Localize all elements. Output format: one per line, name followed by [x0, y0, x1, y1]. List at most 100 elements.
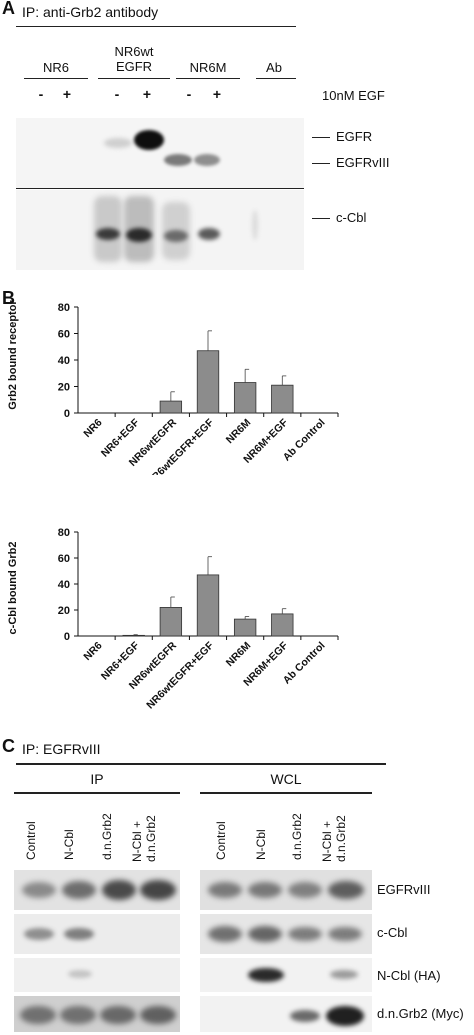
chart1-ylabel: Grb2 bound receptor: [7, 300, 19, 410]
band-wcl-egfrviii-4: [328, 881, 364, 899]
band-ip-ccbl-2: [64, 928, 94, 940]
chart2-bar-2: [159, 607, 183, 637]
row-label-ccbl: c-Cbl: [377, 925, 408, 940]
chart1-ytick-label-4: 80: [58, 302, 70, 314]
band-wcl-ncbl-4: [330, 970, 358, 979]
blot-a-upper: [16, 118, 304, 188]
band-wcl-ccbl-1: [208, 926, 242, 942]
band-egfr-nr6wt-plus: [134, 130, 164, 150]
band-wcl-egfrviii-2: [248, 882, 282, 898]
chart2-xlabel-0: NR6: [81, 640, 104, 663]
blot-wcl-egfrviii: [200, 870, 372, 910]
band-wcl-ccbl-2: [248, 926, 282, 942]
band-label-egfr: EGFR: [336, 129, 373, 144]
group-label-nr6: NR6: [42, 60, 69, 75]
chart2-ytick-label-1: 20: [58, 605, 70, 617]
lane-label-ip-dngrb2: d.n.Grb2: [100, 813, 114, 860]
egf-sign-1: -: [38, 86, 44, 102]
band-wcl-dngrb2-3: [290, 1010, 320, 1022]
group-label-ab: Ab: [266, 60, 282, 75]
band-wcl-ccbl-3: [288, 927, 322, 941]
band-egfr-nr6wt-minus: [104, 138, 132, 148]
chart2-xlabel-4: NR6M: [224, 639, 254, 669]
egf-sign-6: +: [212, 86, 222, 102]
group-rule-nr6: [24, 78, 88, 79]
row-label-dngrb2-myc: d.n.Grb2 (Myc): [377, 1006, 464, 1021]
egf-sign-3: -: [114, 86, 120, 102]
band-ip-dngrb2-2: [60, 1006, 96, 1024]
chart1-xlabel-0: NR6: [81, 417, 104, 440]
band-ip-dngrb2-3: [100, 1006, 136, 1024]
chart1-ytick-label-2: 40: [58, 355, 70, 367]
chart2-ytick-label-0: 0: [64, 631, 70, 643]
lane-label-ip-ncbl-dngrb2: N-Cbl + d.n.Grb2: [130, 815, 158, 862]
band-egfrviii-nr6m-minus: [164, 154, 192, 166]
leader-egfr: [312, 137, 330, 138]
chart2-ytick-label-4: 80: [58, 527, 70, 539]
band-ip-ccbl-1: [24, 928, 54, 940]
band-wcl-egfrviii-3: [288, 882, 322, 898]
chart2-ytick-label-2: 40: [58, 579, 70, 591]
band-wcl-ccbl-4: [328, 927, 362, 941]
band-egfrviii-nr6m-plus: [194, 154, 220, 166]
lane-label-wcl-dngrb2: d.n.Grb2: [290, 813, 304, 860]
band-ip-dngrb2-4: [140, 1006, 176, 1024]
panel-a-title-rule: [16, 26, 296, 27]
band-ccbl-lane-5: [164, 230, 188, 242]
band-wcl-dngrb2-4: [326, 1006, 364, 1026]
band-ip-dngrb2-1: [20, 1006, 56, 1024]
band-ip-ncbl-2: [68, 970, 92, 978]
band-ip-egfrviii-3: [102, 880, 136, 900]
lane-label-ip-control: Control: [24, 821, 38, 860]
chart2-bar-4: [233, 618, 257, 637]
blot-ip-ccbl: [14, 914, 180, 954]
chart2-ylabel: c-Cbl bound Grb2: [7, 542, 19, 635]
group-rule-nr6wt: [98, 78, 170, 79]
chart2-bar-5: [271, 613, 294, 637]
row-label-ncbl-ha: N-Cbl (HA): [377, 968, 441, 983]
blot-wcl-ccbl: [200, 914, 372, 954]
chart1-ytick-label-3: 60: [58, 329, 70, 341]
blot-ip-dngrb2: [14, 996, 180, 1032]
chart2-ytick-label-3: 60: [58, 553, 70, 565]
egf-sign-5: -: [186, 86, 192, 102]
chart1-bar-5: [271, 384, 294, 414]
chart1-bar-4: [233, 382, 257, 414]
lane-label-wcl-control: Control: [214, 821, 228, 860]
chart1-bar-3: [196, 350, 220, 414]
band-wcl-egfrviii-1: [208, 882, 242, 898]
lane-label-wcl-ncbl: N-Cbl: [254, 829, 268, 860]
group-label-ip: IP: [90, 771, 104, 787]
faint-streak-ab: [252, 210, 258, 240]
panel-b-letter: B: [2, 288, 15, 308]
band-wcl-ncbl-2: [248, 968, 284, 982]
leader-egfrviii: [312, 163, 330, 164]
chart1-ytick-label-0: 0: [64, 408, 70, 420]
group-rule-wcl: [200, 792, 372, 794]
panel-c-title: IP: EGFRvIII: [22, 741, 101, 757]
band-ip-egfrviii-4: [140, 880, 176, 900]
lane-label-wcl-ncbl-dngrb2: N-Cbl + d.n.Grb2: [320, 815, 348, 862]
band-ccbl-lane-4: [126, 228, 152, 242]
band-ccbl-lane-6: [198, 228, 220, 240]
band-label-egfrviii: EGFRvIII: [336, 155, 390, 170]
lane-label-ip-ncbl: N-Cbl: [62, 829, 76, 860]
blot-wcl-ncbl: [200, 958, 372, 992]
chart1-bar-2: [159, 400, 183, 414]
chart1-ytick-label-1: 20: [58, 382, 70, 394]
band-label-ccbl: c-Cbl: [336, 210, 367, 225]
egf-sign-2: +: [62, 86, 72, 102]
egf-sign-4: +: [142, 86, 152, 102]
band-ip-egfrviii-1: [22, 882, 56, 898]
group-label-nr6wt-egfr: NR6wt EGFR: [114, 44, 154, 74]
blot-a-divider: [16, 188, 304, 189]
panel-c-title-rule: [16, 763, 386, 765]
row-label-egfrviii: EGFRvIII: [377, 882, 431, 897]
panel-a-letter: A: [2, 0, 15, 18]
group-rule-nr6m: [176, 78, 240, 79]
blot-a-lower: [16, 190, 304, 270]
blot-ip-egfrviii: [14, 870, 180, 910]
leader-ccbl: [312, 218, 330, 219]
blot-wcl-dngrb2: [200, 996, 372, 1032]
